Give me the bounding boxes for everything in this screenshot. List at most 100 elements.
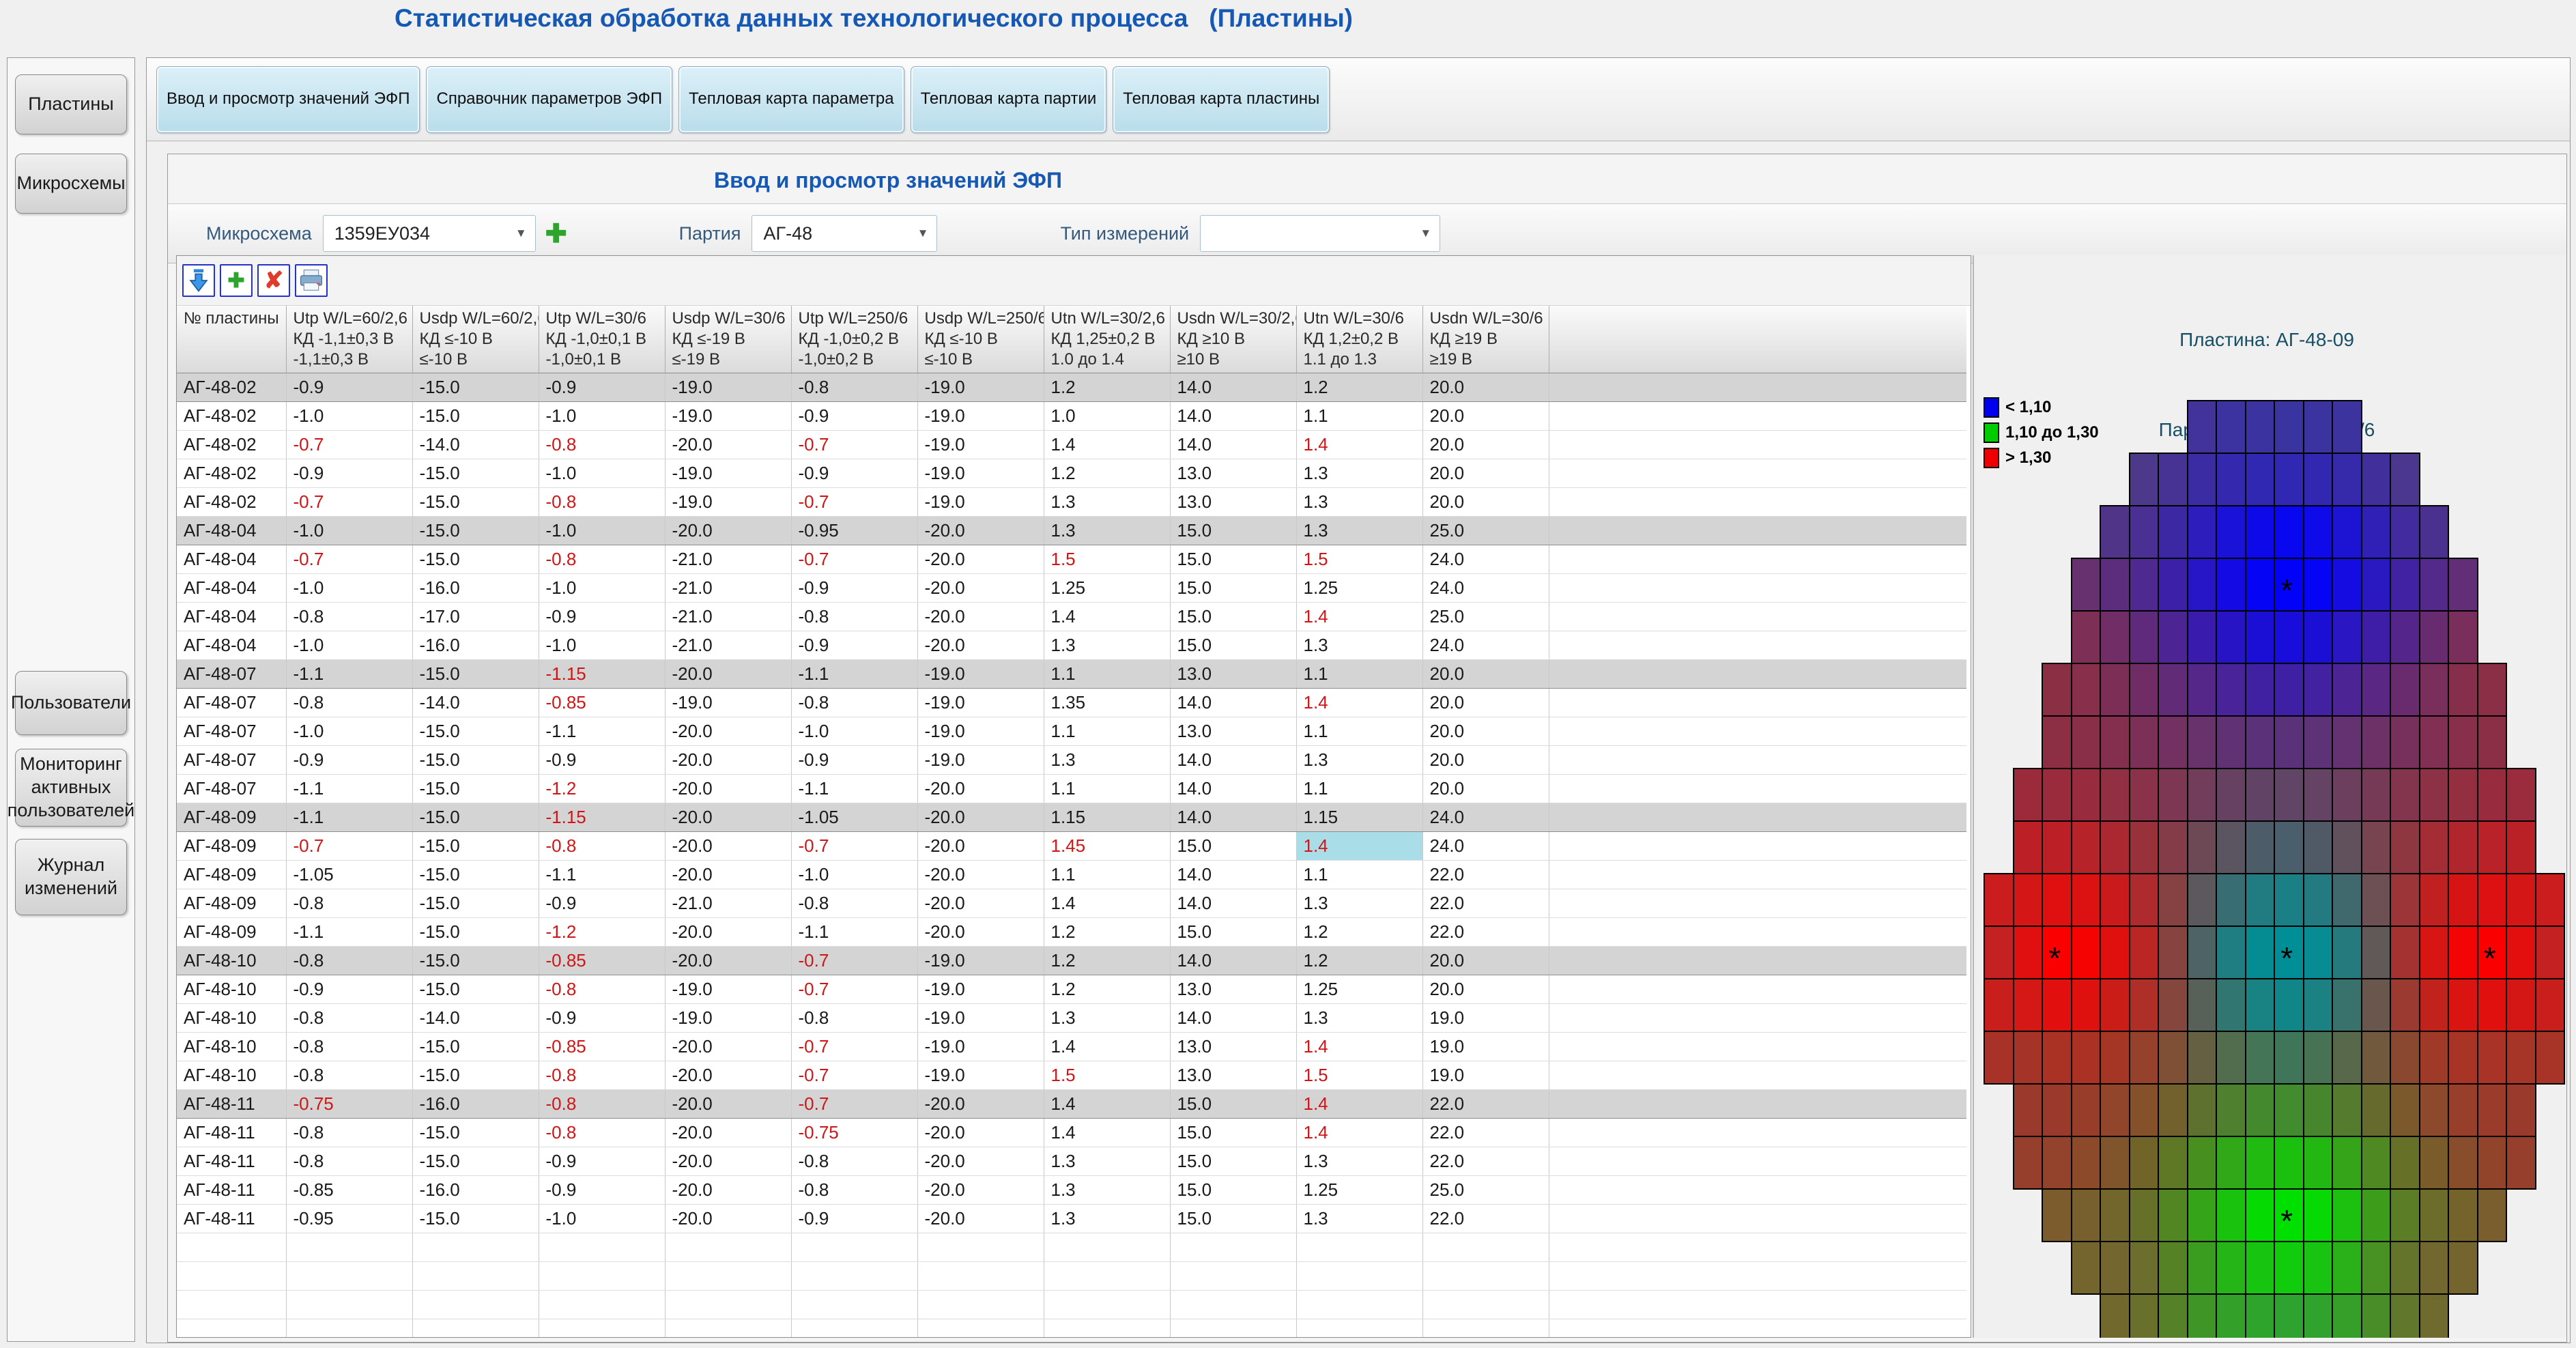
- value-cell[interactable]: -21.0: [665, 889, 791, 918]
- empty-cell[interactable]: [917, 1319, 1044, 1338]
- value-cell[interactable]: -20.0: [665, 1176, 791, 1205]
- value-cell[interactable]: 1.3: [1296, 459, 1422, 488]
- value-cell[interactable]: 1.1: [1296, 717, 1422, 746]
- value-cell[interactable]: -0.9: [539, 1147, 665, 1176]
- plate-id-cell[interactable]: АГ-48-11: [177, 1176, 286, 1205]
- value-cell[interactable]: 1.5: [1044, 545, 1170, 574]
- value-cell[interactable]: 1.4: [1044, 889, 1170, 918]
- value-cell[interactable]: -1.0: [539, 459, 665, 488]
- sidebar-item-2[interactable]: Пользователи: [15, 671, 127, 735]
- value-cell[interactable]: -0.9: [791, 402, 917, 431]
- value-cell[interactable]: -1.1: [791, 918, 917, 947]
- value-cell[interactable]: -20.0: [665, 431, 791, 459]
- value-cell[interactable]: -15.0: [412, 1147, 539, 1176]
- value-cell[interactable]: -20.0: [917, 1119, 1044, 1147]
- value-cell[interactable]: -20.0: [665, 1205, 791, 1233]
- value-cell[interactable]: -15.0: [412, 775, 539, 803]
- value-cell[interactable]: 1.4: [1296, 689, 1422, 717]
- value-cell[interactable]: 1.4: [1296, 431, 1422, 459]
- value-cell[interactable]: 1.2: [1296, 947, 1422, 975]
- value-cell[interactable]: 1.2: [1044, 947, 1170, 975]
- value-cell[interactable]: 1.3: [1296, 889, 1422, 918]
- batch-select[interactable]: АГ-48 ▼: [752, 215, 937, 252]
- value-cell[interactable]: 1.3: [1296, 631, 1422, 660]
- value-cell[interactable]: -0.7: [286, 431, 412, 459]
- value-cell[interactable]: -20.0: [917, 775, 1044, 803]
- value-cell[interactable]: 1.3: [1044, 1004, 1170, 1033]
- value-cell[interactable]: 14.0: [1170, 689, 1296, 717]
- value-cell[interactable]: 15.0: [1170, 832, 1296, 861]
- value-cell[interactable]: -0.7: [286, 832, 412, 861]
- value-cell[interactable]: -1.15: [539, 803, 665, 832]
- value-cell[interactable]: -1.0: [539, 402, 665, 431]
- value-cell[interactable]: 24.0: [1422, 631, 1549, 660]
- empty-cell[interactable]: [177, 1291, 286, 1319]
- empty-cell[interactable]: [1296, 1233, 1422, 1262]
- value-cell[interactable]: -0.9: [539, 889, 665, 918]
- value-cell[interactable]: 14.0: [1170, 803, 1296, 832]
- value-cell[interactable]: 1.3: [1296, 1147, 1422, 1176]
- empty-cell[interactable]: [1422, 1319, 1549, 1338]
- value-cell[interactable]: -0.9: [791, 574, 917, 603]
- empty-cell[interactable]: [791, 1262, 917, 1291]
- value-cell[interactable]: 24.0: [1422, 574, 1549, 603]
- value-cell[interactable]: -19.0: [917, 1033, 1044, 1061]
- print-button[interactable]: [295, 264, 328, 297]
- add-row-button[interactable]: ✚: [220, 264, 253, 297]
- value-cell[interactable]: -15.0: [412, 861, 539, 889]
- value-cell[interactable]: -1.0: [539, 631, 665, 660]
- value-cell[interactable]: -0.85: [539, 689, 665, 717]
- value-cell[interactable]: 1.3: [1044, 746, 1170, 775]
- empty-cell[interactable]: [791, 1291, 917, 1319]
- value-cell[interactable]: 15.0: [1170, 631, 1296, 660]
- value-cell[interactable]: -1.2: [539, 775, 665, 803]
- value-cell[interactable]: 20.0: [1422, 717, 1549, 746]
- value-cell[interactable]: 22.0: [1422, 1119, 1549, 1147]
- value-cell[interactable]: -20.0: [917, 1147, 1044, 1176]
- value-cell[interactable]: -0.8: [539, 832, 665, 861]
- value-cell[interactable]: -16.0: [412, 1176, 539, 1205]
- value-cell[interactable]: 1.25: [1296, 1176, 1422, 1205]
- value-cell[interactable]: -0.7: [791, 1033, 917, 1061]
- value-cell[interactable]: 15.0: [1170, 574, 1296, 603]
- value-cell[interactable]: -0.8: [539, 545, 665, 574]
- value-cell[interactable]: -0.85: [539, 1033, 665, 1061]
- empty-cell[interactable]: [1422, 1233, 1549, 1262]
- add-microchip-button[interactable]: ✚: [545, 218, 567, 249]
- plate-id-cell[interactable]: АГ-48-07: [177, 775, 286, 803]
- value-cell[interactable]: -0.9: [539, 373, 665, 402]
- value-cell[interactable]: 1.1: [1296, 775, 1422, 803]
- value-cell[interactable]: -20.0: [917, 574, 1044, 603]
- value-cell[interactable]: -0.9: [539, 1004, 665, 1033]
- value-cell[interactable]: -19.0: [917, 1061, 1044, 1090]
- value-cell[interactable]: -0.8: [286, 1147, 412, 1176]
- value-cell[interactable]: 1.2: [1044, 975, 1170, 1004]
- value-cell[interactable]: -19.0: [665, 689, 791, 717]
- value-cell[interactable]: -0.7: [791, 947, 917, 975]
- value-cell[interactable]: 24.0: [1422, 803, 1549, 832]
- value-cell[interactable]: 1.3: [1296, 1205, 1422, 1233]
- value-cell[interactable]: 1.3: [1044, 1147, 1170, 1176]
- value-cell[interactable]: 1.45: [1044, 832, 1170, 861]
- value-cell[interactable]: -0.8: [791, 1147, 917, 1176]
- value-cell[interactable]: -0.9: [539, 603, 665, 631]
- value-cell[interactable]: -20.0: [917, 918, 1044, 947]
- value-cell[interactable]: 1.4: [1044, 1090, 1170, 1119]
- value-cell[interactable]: 25.0: [1422, 517, 1549, 545]
- value-cell[interactable]: -0.9: [791, 631, 917, 660]
- value-cell[interactable]: 22.0: [1422, 1090, 1549, 1119]
- value-cell[interactable]: 15.0: [1170, 545, 1296, 574]
- value-cell[interactable]: -0.8: [539, 1119, 665, 1147]
- value-cell[interactable]: 1.1: [1044, 717, 1170, 746]
- sidebar-item-0[interactable]: Пластины: [15, 74, 127, 134]
- value-cell[interactable]: 14.0: [1170, 431, 1296, 459]
- value-cell[interactable]: -0.8: [791, 603, 917, 631]
- value-cell[interactable]: 1.15: [1044, 803, 1170, 832]
- value-cell[interactable]: -0.9: [539, 746, 665, 775]
- value-cell[interactable]: -15.0: [412, 488, 539, 517]
- value-cell[interactable]: -16.0: [412, 631, 539, 660]
- plate-id-cell[interactable]: АГ-48-02: [177, 373, 286, 402]
- plate-id-cell[interactable]: АГ-48-10: [177, 1004, 286, 1033]
- plate-id-cell[interactable]: АГ-48-07: [177, 689, 286, 717]
- value-cell[interactable]: -15.0: [412, 545, 539, 574]
